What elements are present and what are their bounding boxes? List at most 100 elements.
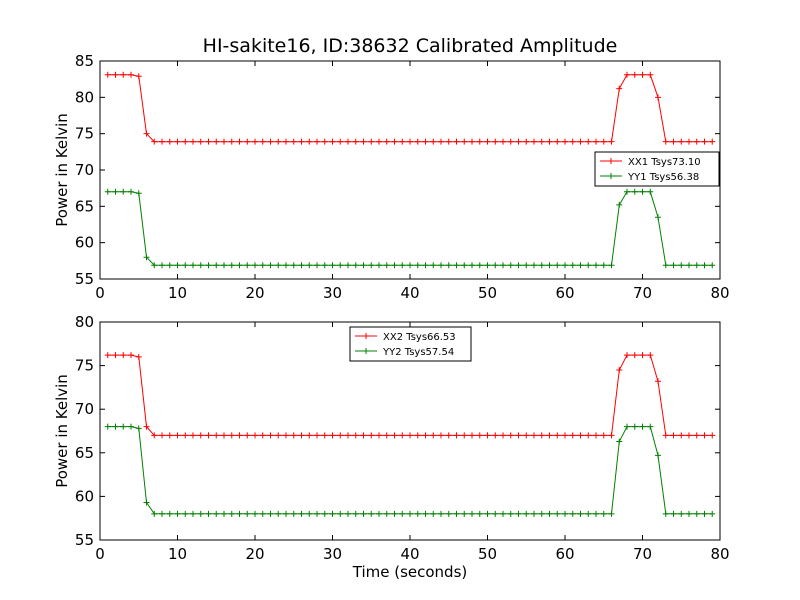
data-point-marker: [314, 262, 320, 269]
x-tick-label: 50: [478, 545, 497, 563]
data-point-marker: [562, 510, 568, 517]
data-point-marker: [438, 432, 444, 439]
data-point-marker: [600, 510, 607, 517]
data-point-marker: [430, 138, 437, 145]
data-point-marker: [221, 510, 227, 517]
data-point-marker: [407, 432, 413, 439]
data-point-marker: [128, 423, 134, 430]
data-point-marker: [159, 432, 165, 439]
top-panel: 0 10 20 30 40 50 60 70 80 55 60 65 70 75 80 85 Power in …: [53, 52, 730, 302]
data-point-marker: [701, 510, 708, 517]
data-point-marker: [492, 138, 499, 145]
data-point-marker: [376, 262, 382, 269]
data-point-marker: [515, 510, 522, 517]
data-point-marker: [500, 262, 506, 269]
data-point-marker: [290, 432, 297, 439]
data-point-marker: [221, 138, 227, 145]
data-point-marker: [321, 510, 328, 517]
data-point-marker: [631, 71, 638, 78]
data-point-marker: [469, 138, 475, 145]
data-point-marker: [283, 510, 289, 517]
data-point-marker: [608, 262, 615, 269]
data-point-marker: [135, 353, 142, 360]
legend-marker: [363, 348, 369, 354]
data-point-marker: [445, 510, 452, 517]
data-point-marker: [585, 432, 592, 439]
data-point-marker: [352, 262, 359, 269]
data-point-marker: [430, 262, 437, 269]
data-point-marker: [569, 432, 576, 439]
data-point-marker: [143, 499, 150, 506]
data-point-marker: [345, 138, 351, 145]
y-tick-label: 55: [75, 531, 94, 549]
x-tick-label: 70: [633, 284, 652, 302]
data-point-marker: [104, 188, 111, 195]
data-point-marker: [306, 138, 313, 145]
data-point-marker: [492, 432, 499, 439]
data-point-marker: [244, 138, 251, 145]
data-point-marker: [298, 138, 305, 145]
data-point-marker: [252, 432, 258, 439]
data-point-marker: [686, 432, 692, 439]
data-point-marker: [275, 262, 282, 269]
data-point-marker: [461, 432, 468, 439]
x-tick-label: 0: [95, 284, 105, 302]
data-point-marker: [391, 510, 398, 517]
data-point-marker: [259, 262, 266, 269]
x-tick-label: 10: [168, 545, 187, 563]
data-point-marker: [631, 188, 638, 195]
data-point-marker: [469, 432, 475, 439]
x-tick-label: 20: [245, 284, 264, 302]
data-point-marker: [391, 432, 398, 439]
data-point-marker: [546, 432, 553, 439]
data-point-marker: [701, 432, 708, 439]
data-point-marker: [391, 262, 398, 269]
data-point-marker: [182, 432, 189, 439]
data-point-marker: [608, 432, 615, 439]
data-point-marker: [662, 432, 669, 439]
data-point-marker: [554, 138, 561, 145]
data-point-marker: [546, 138, 553, 145]
data-point-marker: [507, 262, 514, 269]
x-tick-label: 70: [633, 545, 652, 563]
x-tick-label: 20: [245, 545, 264, 563]
data-point-marker: [593, 262, 599, 269]
data-point-marker: [709, 262, 716, 269]
data-point-marker: [414, 510, 421, 517]
legend-marker: [608, 158, 614, 164]
data-point-marker: [662, 138, 669, 145]
data-point-marker: [321, 432, 328, 439]
x-tick-label: 10: [168, 284, 187, 302]
data-point-marker: [143, 130, 150, 137]
data-point-marker: [174, 138, 181, 145]
data-point-marker: [616, 201, 623, 208]
data-point-marker: [484, 262, 491, 269]
data-point-marker: [360, 432, 367, 439]
data-point-marker: [476, 510, 483, 517]
data-point-marker: [701, 138, 708, 145]
data-point-marker: [639, 188, 646, 195]
data-point-marker: [306, 432, 313, 439]
data-point-marker: [151, 510, 158, 517]
data-point-marker: [422, 138, 429, 145]
data-point-marker: [259, 510, 266, 517]
data-point-marker: [670, 432, 677, 439]
data-point-marker: [120, 188, 127, 195]
data-point-marker: [314, 138, 320, 145]
data-point-marker: [337, 138, 344, 145]
data-point-marker: [244, 262, 251, 269]
data-point-marker: [290, 262, 297, 269]
data-point-marker: [546, 510, 553, 517]
legend-label: XX1 Tsys73.10: [628, 157, 701, 168]
data-point-marker: [151, 432, 158, 439]
data-point-marker: [275, 510, 282, 517]
data-point-marker: [585, 138, 592, 145]
y-tick-label: 75: [75, 125, 94, 143]
data-point-marker: [267, 510, 274, 517]
data-point-marker: [221, 432, 227, 439]
data-point-marker: [275, 432, 282, 439]
data-point-marker: [438, 262, 444, 269]
data-point-marker: [252, 510, 258, 517]
data-point-marker: [670, 138, 677, 145]
data-point-marker: [345, 262, 351, 269]
